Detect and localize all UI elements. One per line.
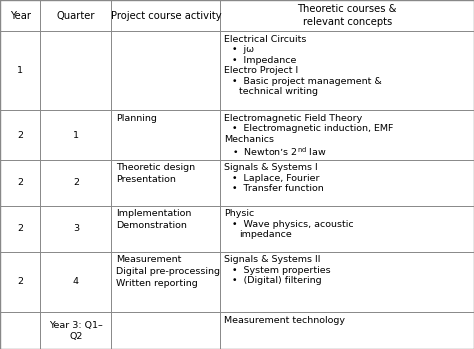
Text: impedance: impedance bbox=[239, 230, 292, 239]
Text: 2: 2 bbox=[73, 178, 79, 187]
Text: •  Wave physics, acoustic: • Wave physics, acoustic bbox=[232, 220, 354, 229]
Text: Quarter: Quarter bbox=[56, 10, 95, 21]
Text: •  Basic project management &: • Basic project management & bbox=[232, 76, 382, 86]
Text: Measurement technology: Measurement technology bbox=[224, 316, 345, 325]
Text: •  Electromagnetic induction, EMF: • Electromagnetic induction, EMF bbox=[232, 124, 393, 133]
Text: 2: 2 bbox=[17, 131, 23, 140]
Text: technical writing: technical writing bbox=[239, 87, 318, 96]
Text: Signals & Systems II: Signals & Systems II bbox=[224, 255, 320, 264]
Text: 3: 3 bbox=[73, 224, 79, 233]
Text: •  Impedance: • Impedance bbox=[232, 55, 297, 65]
Text: 2: 2 bbox=[17, 178, 23, 187]
Text: 4: 4 bbox=[73, 277, 79, 287]
Text: Theoretic design
Presentation: Theoretic design Presentation bbox=[116, 163, 195, 184]
Text: Signals & Systems I: Signals & Systems I bbox=[224, 163, 318, 172]
Text: Theoretic courses &
relevant concepts: Theoretic courses & relevant concepts bbox=[298, 4, 397, 27]
Text: Mechanics: Mechanics bbox=[224, 135, 273, 144]
Text: Year 3: Q1–
Q2: Year 3: Q1– Q2 bbox=[49, 321, 103, 341]
Text: 1: 1 bbox=[73, 131, 79, 140]
Text: 2: 2 bbox=[17, 224, 23, 233]
Text: •  System properties: • System properties bbox=[232, 266, 331, 275]
Text: •  Transfer function: • Transfer function bbox=[232, 184, 324, 193]
Text: •  Laplace, Fourier: • Laplace, Fourier bbox=[232, 174, 320, 183]
Text: Planning: Planning bbox=[116, 114, 157, 123]
Text: Implementation
Demonstration: Implementation Demonstration bbox=[116, 209, 191, 230]
Text: Electro Project I: Electro Project I bbox=[224, 66, 298, 75]
Text: •  Newton’s 2$^{\rm nd}$ law: • Newton’s 2$^{\rm nd}$ law bbox=[232, 145, 327, 158]
Text: Electrical Circuits: Electrical Circuits bbox=[224, 35, 306, 44]
Text: Physic: Physic bbox=[224, 209, 254, 218]
Text: 2: 2 bbox=[17, 277, 23, 287]
Text: Year: Year bbox=[9, 10, 31, 21]
Text: Measurement
Digital pre-processing
Written reporting: Measurement Digital pre-processing Writt… bbox=[116, 255, 220, 288]
Text: Project course activity: Project course activity bbox=[110, 10, 221, 21]
Text: Electromagnetic Field Theory: Electromagnetic Field Theory bbox=[224, 114, 362, 123]
Text: 1: 1 bbox=[17, 66, 23, 75]
Text: •  jω: • jω bbox=[232, 45, 254, 54]
Text: •  (Digital) filtering: • (Digital) filtering bbox=[232, 276, 322, 285]
